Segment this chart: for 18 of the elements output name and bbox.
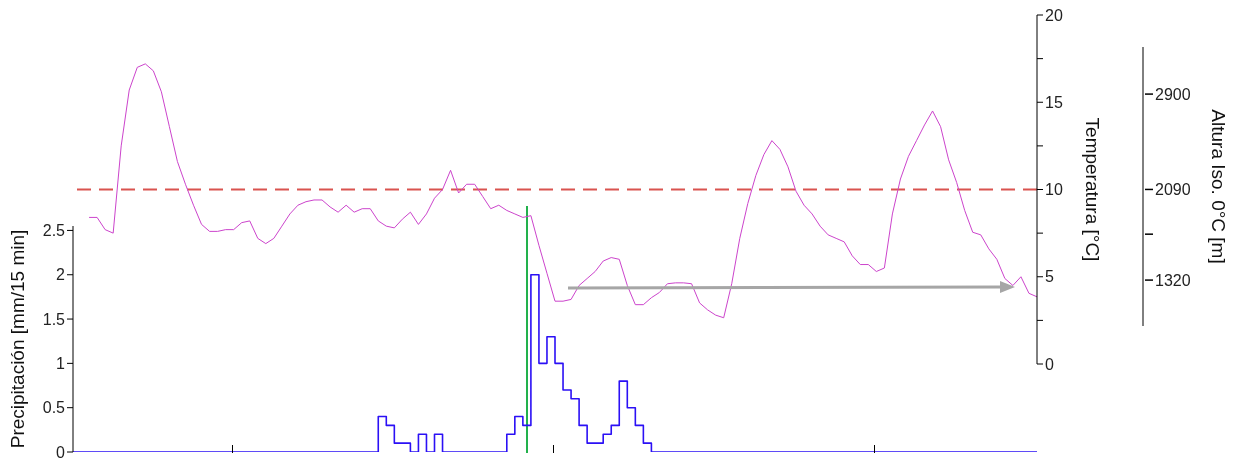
y-tick-label: 15	[1045, 93, 1063, 111]
y2-tick-label: 2900	[1155, 85, 1191, 103]
y2-tick-label: 2090	[1155, 181, 1191, 199]
y-tick-label: 0	[56, 443, 66, 461]
y-tick-label: 1.5	[42, 310, 66, 328]
y-axis-title: Precipitación [mm/15 min]	[6, 229, 28, 449]
y-tick-label: 10	[1045, 181, 1063, 199]
y-tick-label: 20	[1045, 6, 1063, 24]
y-tick-label: 0	[1045, 355, 1054, 373]
y-axis-title: Temperatura [°C]	[1082, 117, 1104, 262]
y-tick-label: 1	[56, 355, 66, 373]
y-tick-label: 2.5	[42, 222, 66, 240]
line-series	[88, 63, 1037, 319]
y-tick-label: 5	[1045, 268, 1054, 286]
y2-axis-title: Altura Iso. 0°C [m]	[1208, 109, 1230, 264]
y2-tick-label: 1320	[1155, 271, 1191, 289]
y-tick-label: 0.5	[42, 399, 66, 417]
y-tick-label: 2	[56, 266, 66, 284]
